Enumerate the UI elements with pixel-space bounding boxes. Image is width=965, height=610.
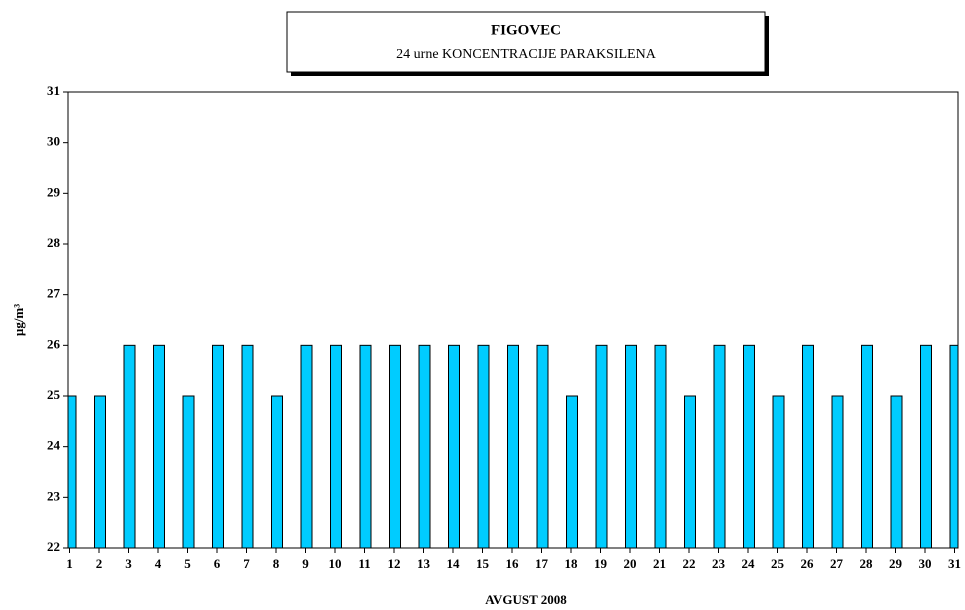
bar [654,344,667,548]
bar [418,344,431,548]
bar [684,395,696,548]
x-tick-label: 24 [742,556,756,571]
y-tick-label: 24 [47,438,61,453]
bar [389,344,401,548]
bar [212,344,224,548]
bar [595,344,608,548]
y-tick-label: 25 [47,387,61,402]
y-tick-label: 22 [47,539,60,554]
bar [625,344,637,548]
x-tick-label: 31 [948,556,961,571]
bar [743,344,755,548]
bar [68,395,77,548]
x-tick-label: 8 [273,556,280,571]
bar [920,344,932,548]
x-tick-label: 26 [801,556,815,571]
x-tick-label: 7 [243,556,250,571]
y-axis-label: µg/m³ [11,304,26,336]
x-tick-label: 25 [771,556,785,571]
bar [831,395,844,548]
plot-frame [67,91,959,549]
x-tick-label: 18 [565,556,579,571]
y-tick-label: 26 [47,336,61,351]
x-tick-label: 16 [506,556,520,571]
bar [182,395,195,548]
bar [359,344,372,548]
y-tick-label: 28 [47,235,61,250]
x-tick-label: 13 [417,556,431,571]
x-tick-label: 20 [624,556,637,571]
bars [68,344,958,548]
bar [153,344,165,548]
bar [772,395,785,548]
chart-subtitle: 24 urne KONCENTRACIJE PARAKSILENA [396,47,657,62]
bar [448,344,460,548]
bar [271,395,283,548]
x-tick-label: 12 [388,556,401,571]
bar [300,344,313,548]
x-tick-label: 17 [535,556,549,571]
title-box [286,11,766,73]
x-tick-label: 5 [184,556,191,571]
bar [123,344,136,548]
y-tick-label: 30 [47,134,60,149]
bar [890,395,903,548]
bar [949,344,958,548]
x-tick-label: 29 [889,556,903,571]
x-tick-label: 10 [329,556,342,571]
y-tick-label: 23 [47,488,61,503]
x-tick-label: 21 [653,556,666,571]
x-tick-label: 14 [447,556,461,571]
x-tick-label: 30 [919,556,932,571]
chart-title: FIGOVEC [491,22,561,38]
x-tick-label: 22 [683,556,696,571]
bar [802,344,814,548]
x-tick-label: 2 [96,556,103,571]
y-tick-label: 27 [47,286,61,301]
y-tick-label: 29 [47,184,61,199]
x-tick-label: 6 [214,556,221,571]
bar [713,344,726,548]
bar [330,344,342,548]
bar [241,344,254,548]
bar [566,395,578,548]
x-tick-label: 23 [712,556,726,571]
x-tick-label: 15 [476,556,490,571]
x-tick-label: 27 [830,556,844,571]
x-tick-label: 9 [302,556,309,571]
x-tick-label: 28 [860,556,874,571]
bar [861,344,873,548]
bar [536,344,549,548]
x-axis-label: AVGUST 2008 [485,592,567,607]
x-tick-label: 3 [125,556,132,571]
bar [507,344,519,548]
y-tick-label: 31 [47,83,60,98]
x-tick-label: 4 [155,556,162,571]
bar [94,395,106,548]
x-tick-label: 1 [66,556,73,571]
x-tick-label: 19 [594,556,608,571]
bar [477,344,490,548]
x-tick-label: 11 [358,556,370,571]
